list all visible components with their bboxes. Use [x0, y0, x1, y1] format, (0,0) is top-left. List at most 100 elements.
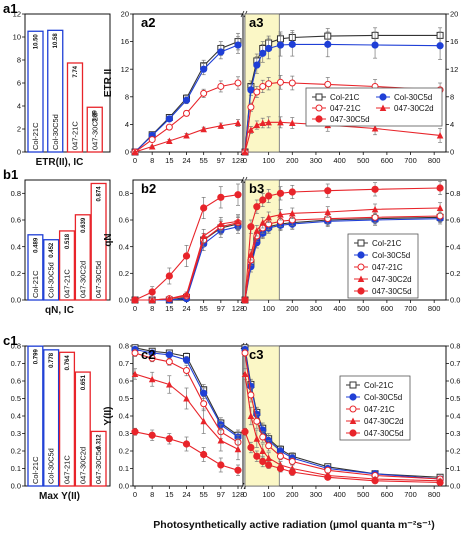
legend-marker — [349, 429, 357, 437]
series-line — [244, 349, 441, 480]
b3-xtick-label: 400 — [333, 304, 346, 313]
data-point — [253, 227, 261, 234]
axis-break-mark — [240, 482, 245, 490]
bar-value-label: 10.58 — [53, 33, 59, 49]
series-line — [244, 34, 441, 153]
bar-value-label: 0.639 — [81, 217, 87, 233]
data-point — [277, 118, 284, 126]
b2-ytick-label: 0.8 — [119, 189, 129, 198]
a2-xtick-label: 55 — [199, 156, 207, 165]
legend-item: 047-30C2d — [376, 104, 434, 113]
c3-xtick-label: 100 — [262, 490, 275, 499]
data-point — [247, 223, 255, 231]
c2-ytick-label: 0.0 — [119, 482, 129, 491]
legend-marker — [315, 104, 323, 112]
bar-category-label: Col-30C5d — [51, 114, 60, 150]
data-point — [259, 119, 267, 127]
c2-ytick-label: 0.7 — [119, 359, 129, 368]
legend-marker — [357, 239, 365, 247]
legend-marker — [315, 93, 323, 101]
a2-plot-frame — [132, 13, 244, 153]
c3-xtick-label: 500 — [357, 490, 370, 499]
b1-ytick-label: 0.0 — [11, 296, 21, 305]
bar-category-label: 047-21C — [63, 269, 72, 298]
bar-a1-Col-30C5d — [47, 29, 64, 153]
legend-item: Col-21C — [354, 239, 402, 248]
a2-ytick-label: 12 — [121, 65, 129, 74]
c3-ytick-label: 0.8 — [450, 342, 460, 351]
b1-ytick-label: 0.2 — [11, 269, 21, 278]
bar-value-label: 7.74 — [73, 65, 79, 77]
legend-marker — [379, 93, 387, 101]
c1-ytick-label: 0.5 — [11, 394, 21, 403]
legend-item: 047-30C5d — [312, 115, 370, 124]
a1-x-label: ETR(II), IC — [36, 157, 84, 168]
c3-ytick-label: 0.7 — [450, 359, 460, 368]
data-point — [200, 389, 208, 397]
b2-ytick-label: 0.6 — [119, 216, 129, 225]
bar-category-label: Col-30C5d — [47, 448, 56, 484]
data-point — [234, 79, 242, 87]
data-point — [131, 428, 139, 436]
a3-ytick-label: 20 — [450, 10, 458, 19]
series-line — [244, 207, 441, 301]
legend-marker — [315, 115, 323, 123]
c2-ytick-label: 0.2 — [119, 447, 129, 456]
legend-item: 047-21C — [312, 104, 361, 113]
b3-xtick-label: 200 — [286, 304, 299, 313]
b2-panel-label: b2 — [141, 181, 156, 196]
bar-b1-Col-30C5d — [43, 239, 60, 301]
c3-xtick-label: 300 — [310, 490, 323, 499]
bar-value-label: 10.50 — [34, 34, 40, 50]
c3-ytick-label: 0.5 — [450, 394, 460, 403]
c2-xtick-label: 24 — [182, 490, 190, 499]
a3-ytick-label: 16 — [450, 37, 458, 46]
series-line — [244, 43, 441, 153]
bar-value-label: 0.518 — [65, 233, 71, 249]
data-point — [165, 351, 173, 359]
data-point — [253, 121, 261, 129]
c2-xtick-label: 15 — [165, 490, 173, 499]
bar-value-label: 0.452 — [49, 242, 55, 258]
c2-panel-label: c2 — [141, 347, 155, 362]
series-line — [244, 218, 441, 301]
legend-label: 047-21C — [330, 104, 361, 113]
a3-xtick-label: 800 — [428, 156, 441, 165]
bar-value-label: 3.89 — [93, 110, 99, 122]
legend-marker — [349, 381, 357, 389]
series-a3-047-21C — [241, 75, 444, 156]
bar-c1-047-21C — [58, 351, 76, 487]
data-point — [436, 204, 444, 211]
data-point — [253, 88, 261, 96]
data-point — [265, 461, 273, 469]
legend-c3: Col-21C Col-30C5d 047-21C 047-30C2d 047-30C5… — [339, 375, 411, 441]
c3-ytick-label: 0.4 — [450, 412, 460, 421]
legend-marker — [357, 275, 365, 282]
b2-xtick-label: 15 — [165, 304, 173, 313]
data-point — [324, 40, 332, 48]
series-line — [244, 373, 441, 482]
a2-xtick-label: 128 — [232, 156, 245, 165]
series-c2-047-30C2d — [131, 368, 242, 461]
data-point — [234, 119, 242, 127]
b3-xtick-label: 100 — [262, 304, 275, 313]
b2-xtick-label: 128 — [232, 304, 245, 313]
data-point — [217, 82, 225, 90]
series-line — [244, 215, 441, 301]
data-point — [371, 125, 379, 132]
data-point — [241, 296, 249, 304]
a2-ytick-label: 4 — [125, 120, 129, 129]
a3-xtick-label: 200 — [286, 156, 299, 165]
legend-item: 047-30C2d — [354, 275, 412, 284]
series-line — [244, 187, 441, 301]
c2-xtick-label: 0 — [133, 490, 137, 499]
data-point — [182, 96, 191, 104]
data-point — [288, 40, 296, 48]
data-point — [247, 103, 255, 111]
legend-marker — [349, 417, 357, 424]
data-point — [253, 452, 261, 460]
a3-xtick-label: 100 — [262, 156, 275, 165]
c1-panel-label: c1 — [3, 333, 17, 348]
data-point — [165, 435, 173, 443]
